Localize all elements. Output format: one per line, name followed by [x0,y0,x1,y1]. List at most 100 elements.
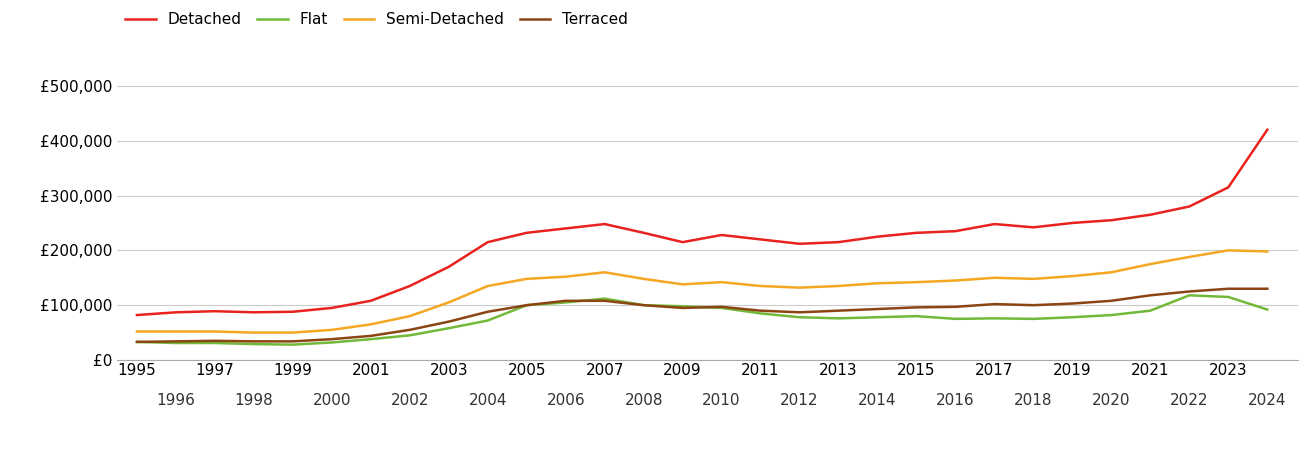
Terraced [792,310,808,315]
Text: 1998: 1998 [235,393,273,408]
Semi-Detached [1220,248,1236,253]
Detached [1143,212,1159,217]
Terraced [480,309,496,315]
Semi-Detached [1104,270,1120,275]
Semi-Detached [792,285,808,290]
Terraced [247,339,262,344]
Semi-Detached [869,280,885,286]
Text: 2000: 2000 [313,393,351,408]
Semi-Detached [207,329,223,334]
Semi-Detached [557,274,573,279]
Flat [441,325,457,331]
Detached [753,237,769,242]
Flat [168,340,184,346]
Flat [557,300,573,305]
Detached [1181,204,1197,209]
Flat [1065,315,1081,320]
Semi-Detached [1259,249,1275,254]
Semi-Detached [402,314,418,319]
Terraced [324,337,339,342]
Flat [1220,294,1236,300]
Detached [947,229,963,234]
Semi-Detached [831,284,847,289]
Terraced [947,304,963,310]
Flat [247,342,262,347]
Flat [792,315,808,320]
Line: Terraced: Terraced [137,289,1267,342]
Text: 2002: 2002 [390,393,429,408]
Text: 2020: 2020 [1092,393,1130,408]
Detached [402,284,418,289]
Terraced [636,302,651,308]
Semi-Detached [908,279,924,285]
Terraced [869,306,885,312]
Terraced [675,305,690,310]
Flat [1026,316,1041,322]
Terraced [284,339,300,344]
Semi-Detached [519,276,535,282]
Semi-Detached [714,279,729,285]
Terraced [753,308,769,313]
Semi-Detached [441,300,457,305]
Flat [908,314,924,319]
Semi-Detached [1065,274,1081,279]
Flat [129,339,145,345]
Text: 2018: 2018 [1014,393,1053,408]
Line: Flat: Flat [137,295,1267,345]
Detached [168,310,184,315]
Flat [596,296,612,302]
Semi-Detached [324,327,339,333]
Detached [1259,127,1275,132]
Semi-Detached [363,322,378,327]
Detached [596,221,612,227]
Flat [947,316,963,322]
Detached [284,309,300,315]
Semi-Detached [1181,254,1197,260]
Detached [480,239,496,245]
Flat [519,302,535,308]
Detached [129,312,145,318]
Terraced [596,298,612,303]
Text: 2004: 2004 [468,393,506,408]
Detached [1065,220,1081,225]
Text: 2012: 2012 [780,393,818,408]
Terraced [557,298,573,303]
Detached [363,298,378,303]
Flat [987,315,1002,321]
Detached [675,239,690,245]
Semi-Detached [753,284,769,289]
Terraced [987,302,1002,307]
Detached [557,226,573,231]
Semi-Detached [636,276,651,282]
Semi-Detached [168,329,184,334]
Detached [987,221,1002,227]
Terraced [168,339,184,344]
Terraced [1220,286,1236,292]
Terraced [207,338,223,343]
Flat [869,315,885,320]
Terraced [363,333,378,338]
Semi-Detached [284,330,300,335]
Text: 2010: 2010 [702,393,741,408]
Detached [831,239,847,245]
Terraced [1143,292,1159,298]
Flat [284,342,300,347]
Text: 2022: 2022 [1171,393,1208,408]
Flat [1259,307,1275,312]
Flat [207,340,223,346]
Semi-Detached [480,284,496,289]
Flat [480,318,496,323]
Terraced [831,308,847,313]
Terraced [519,302,535,308]
Terraced [1065,301,1081,306]
Text: 2016: 2016 [936,393,975,408]
Detached [1026,225,1041,230]
Text: 2014: 2014 [859,393,897,408]
Text: 1996: 1996 [157,393,196,408]
Semi-Detached [1026,276,1041,282]
Text: 2024: 2024 [1248,393,1287,408]
Text: 2006: 2006 [547,393,585,408]
Detached [636,230,651,235]
Terraced [1181,289,1197,294]
Detached [1220,184,1236,190]
